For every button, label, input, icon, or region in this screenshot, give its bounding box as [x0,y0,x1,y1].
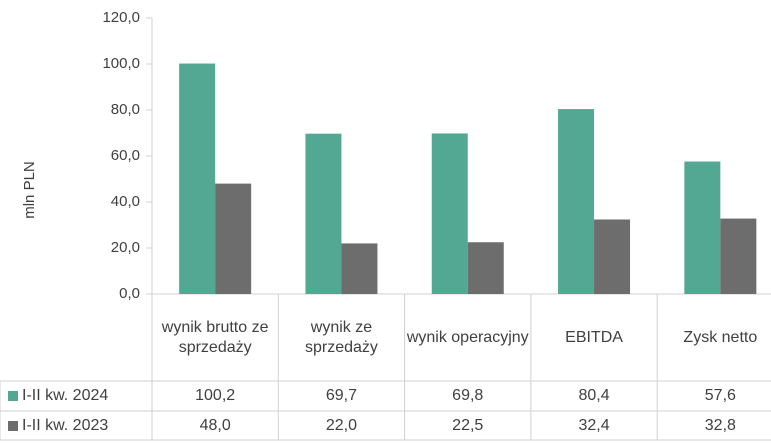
x-tick-label: wynik brutto ze sprzedaży [161,318,269,356]
legend-label: I-II kw. 2024 [22,387,108,404]
legend-swatch [8,421,18,431]
category-cell: wynik operacyjny [406,328,529,346]
category-cell: Zysk netto [683,328,758,346]
bar [558,109,595,294]
y-tick-label: 100,0 [102,55,140,72]
bar [594,219,631,294]
data-label: 32,4 [578,417,609,434]
y-tick-label: 40,0 [111,193,140,210]
bar [720,218,757,294]
bar [305,133,342,294]
x-tick-label: EBITDA [565,328,623,346]
data-label: 32,8 [705,417,736,434]
y-tick-label: 20,0 [111,239,140,256]
x-tick-label: wynik ze sprzedaży [304,318,378,356]
x-tick-label: wynik operacyjny [406,328,529,346]
legend-label: I-II kw. 2023 [22,417,108,434]
y-tick-label: 80,0 [111,101,140,118]
y-tick-label: 0,0 [119,285,140,302]
bar [341,243,378,294]
category-cell: wynik brutto ze sprzedaży [161,318,269,356]
y-axis-label: mln PLN [21,161,38,219]
bar [215,183,252,294]
y-tick-label: 120,0 [102,9,140,26]
legend-swatch [8,391,18,401]
data-label: 69,7 [326,387,357,404]
bar [179,63,216,294]
data-label: 48,0 [200,417,231,434]
data-label: 100,2 [195,387,235,404]
data-label: 57,6 [705,387,736,404]
data-label: 22,0 [326,417,357,434]
bar [431,133,468,294]
data-label: 69,8 [452,387,483,404]
x-tick-label: Zysk netto [683,328,758,346]
data-label: 22,5 [452,417,483,434]
category-cell: EBITDA [565,328,623,346]
bar [467,242,504,294]
data-label: 80,4 [578,387,609,404]
category-cell: wynik ze sprzedaży [304,318,378,356]
y-tick-label: 60,0 [111,147,140,164]
bar [684,161,721,294]
